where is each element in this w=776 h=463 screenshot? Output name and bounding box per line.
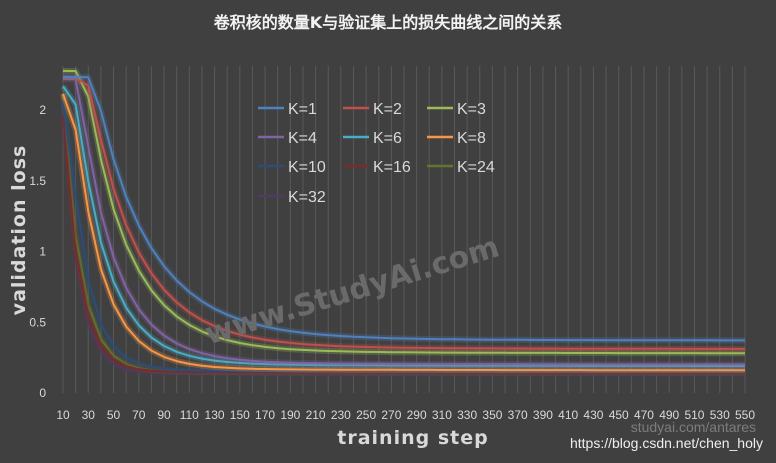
x-tick-label: 10: [56, 408, 70, 422]
series-line-k4: [62, 78, 745, 366]
credit-faint: studyai.com/antares: [631, 419, 756, 435]
x-tick-label: 250: [356, 408, 376, 422]
legend-label: K=6: [373, 130, 402, 147]
series-line-k10: [62, 100, 745, 373]
x-tick-label: 190: [280, 408, 300, 422]
x-tick-label: 350: [482, 408, 502, 422]
x-tick-label: 310: [432, 408, 452, 422]
x-tick-label: 410: [558, 408, 578, 422]
x-tick-label: 90: [157, 408, 171, 422]
x-axis-title: training step: [337, 427, 488, 449]
x-tick-label: 510: [684, 408, 704, 422]
x-tick-label: 230: [331, 408, 351, 422]
x-tick-label: 290: [407, 408, 427, 422]
x-tick-label: 490: [659, 408, 679, 422]
series-line-k6: [62, 85, 745, 367]
legend-label: K=32: [288, 189, 326, 206]
x-tick-label: 70: [132, 408, 146, 422]
x-tick-label: 330: [457, 408, 477, 422]
legend-label: K=3: [457, 101, 486, 118]
series-line-k8: [62, 93, 746, 372]
y-tick-label: 1.5: [29, 174, 46, 188]
legend-label: K=24: [457, 159, 495, 176]
grid-layer: [62, 66, 746, 393]
y-tick-label: 1: [39, 245, 46, 259]
x-tick-labels: 10 30 50 70 90 110 130 150 170 190 210 230 250 270 290…: [56, 408, 755, 422]
chart-title: 卷积核的数量K与验证集上的损失曲线之间的关系: [213, 13, 562, 32]
series-line-k1: [62, 75, 745, 342]
x-tick-label: 470: [634, 408, 654, 422]
x-tick-label: 450: [609, 408, 629, 422]
legend-label: K=16: [373, 159, 411, 176]
x-tick-label: 170: [255, 408, 275, 422]
legend-label: K=8: [457, 130, 486, 147]
y-axis-title: validation loss: [8, 145, 30, 316]
series-line-k32: [62, 108, 745, 376]
x-tick-label: 430: [583, 408, 603, 422]
x-tick-label: 530: [710, 408, 730, 422]
series-line-k2: [62, 76, 745, 350]
legend-label: K=10: [288, 159, 326, 176]
y-tick-label: 0.5: [29, 315, 46, 329]
x-tick-label: 550: [735, 408, 755, 422]
y-tick-label: 0: [39, 386, 46, 400]
x-tick-label: 30: [82, 408, 96, 422]
credit-url: https://blog.csdn.net/chen_holy: [570, 435, 763, 451]
x-tick-label: 130: [205, 408, 225, 422]
x-tick-label: 370: [508, 408, 528, 422]
legend-label: K=4: [288, 130, 317, 147]
legend-label: K=2: [373, 101, 402, 118]
x-tick-label: 150: [230, 408, 250, 422]
x-tick-label: 390: [533, 408, 553, 422]
legend-label: K=1: [288, 101, 317, 118]
series-line-k16: [62, 115, 745, 375]
y-tick-labels: 0 0.5 1 1.5 2: [29, 103, 46, 400]
x-tick-label: 50: [107, 408, 121, 422]
x-tick-label: 270: [381, 408, 401, 422]
y-tick-label: 2: [39, 103, 46, 117]
legend: K=1 K=2 K=3 K=4 K=6 K=8 K=10 K=16 K=24 K=32: [258, 101, 495, 206]
series-layer: [60, 67, 746, 378]
series-line-k3: [62, 69, 745, 355]
x-tick-label: 210: [306, 408, 326, 422]
x-tick-label: 110: [180, 408, 199, 422]
